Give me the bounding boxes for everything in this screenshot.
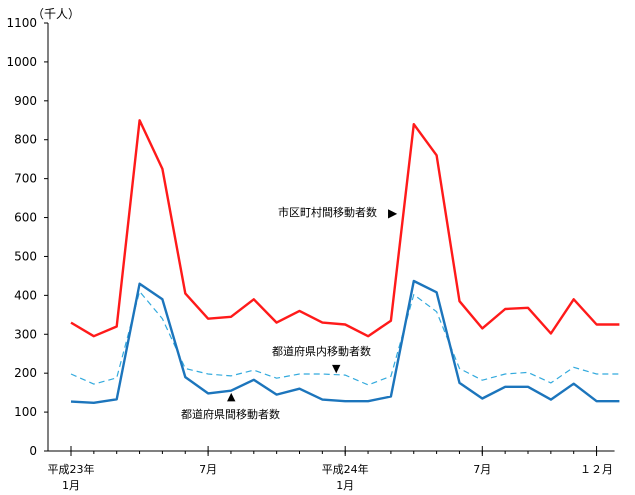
x-tick-label: 平成23年	[48, 462, 95, 476]
series-line-0	[70, 119, 620, 338]
y-axis-ticks: 0 100 200 300 400 500 600 700 800 900 1000 1100	[6, 16, 48, 458]
annotation-intermunicipal-arrow: ▶	[388, 206, 398, 220]
annotation-intraprefecture: 都道府県内移動者数 ▼	[272, 344, 371, 375]
annotation-intermunicipal-label: 市区町村間移動者数	[278, 205, 377, 219]
x-tick-label-line2: 1月	[62, 479, 80, 492]
y-tick-label: 200	[14, 366, 37, 380]
y-tick-label: 700	[14, 172, 37, 186]
annotation-intermunicipal: 市区町村間移動者数 ▶	[278, 205, 398, 220]
annotation-interprefecture-label: 都道府県間移動者数	[181, 407, 280, 421]
x-tick-label: １２月	[580, 463, 613, 476]
y-tick-label: 800	[14, 133, 37, 147]
y-tick-label: 1000	[6, 55, 37, 69]
y-tick-label: 100	[14, 405, 37, 419]
x-tick-label: 7月	[473, 463, 491, 476]
y-tick-label: 400	[14, 288, 37, 302]
y-tick-label: 500	[14, 249, 37, 263]
series-line-1	[70, 290, 620, 386]
y-tick-label: 300	[14, 327, 37, 341]
y-tick-label: 600	[14, 211, 37, 225]
y-tick-label: 900	[14, 94, 37, 108]
x-tick-label-line2: 1月	[336, 479, 354, 492]
annotation-intraprefecture-arrow: ▼	[332, 362, 341, 375]
y-axis-unit-label: （千人）	[32, 7, 80, 21]
annotation-interprefecture-arrow: ▲	[227, 390, 236, 403]
annotation-intraprefecture-label: 都道府県内移動者数	[272, 344, 371, 358]
x-tick-label: 7月	[199, 463, 217, 476]
y-tick-label: 1100	[6, 16, 37, 30]
x-axis-ticks: 平成23年 1月 7月 平成24年 1月 7月 １２月	[48, 446, 613, 492]
x-tick-label: 平成24年	[322, 462, 369, 476]
series-line-2	[70, 279, 620, 404]
series-group	[70, 119, 620, 404]
annotation-interprefecture: ▲ 都道府県間移動者数	[181, 390, 280, 421]
y-tick-label: 0	[29, 444, 37, 458]
